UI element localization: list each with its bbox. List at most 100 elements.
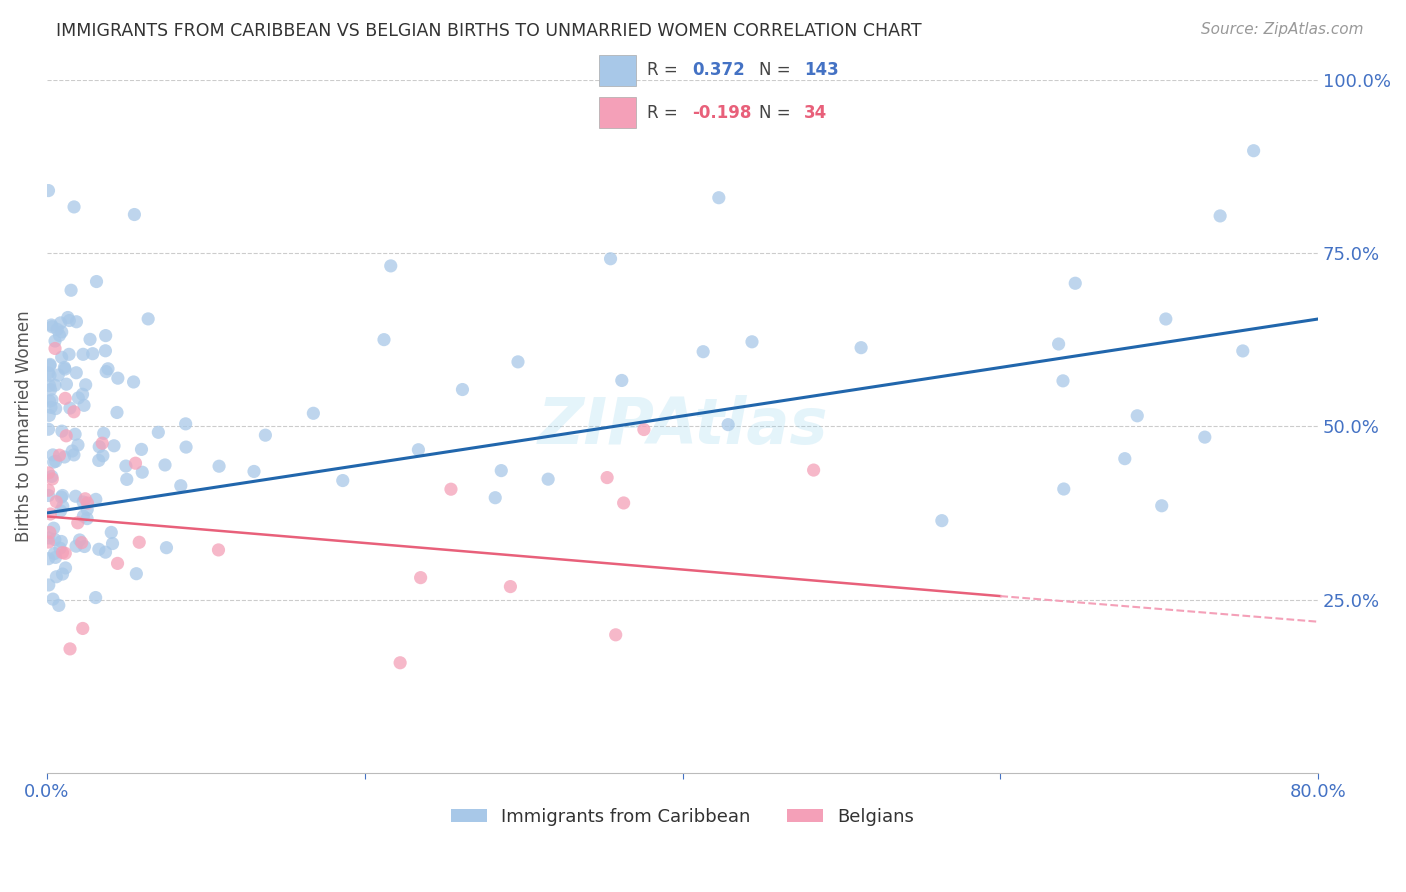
Point xyxy=(60,444,83,458)
Point xyxy=(58,347,80,361)
Point xyxy=(56,310,79,325)
Point xyxy=(41,319,63,334)
Point xyxy=(49,504,72,518)
Point xyxy=(849,341,872,355)
Point xyxy=(65,489,87,503)
Point xyxy=(75,491,97,506)
Point xyxy=(60,283,83,297)
Point xyxy=(53,546,76,560)
Point xyxy=(37,422,59,436)
Point xyxy=(38,525,60,540)
Point xyxy=(101,536,124,550)
Point xyxy=(51,351,73,365)
Point xyxy=(52,500,75,514)
Point xyxy=(105,405,128,419)
Point xyxy=(94,328,117,343)
Point xyxy=(63,405,86,419)
Point xyxy=(44,342,66,356)
Point xyxy=(170,479,193,493)
Point xyxy=(131,465,153,479)
Point xyxy=(76,511,98,525)
Point xyxy=(82,347,104,361)
Point xyxy=(73,540,96,554)
Point xyxy=(73,398,96,412)
Point xyxy=(53,392,76,406)
Point xyxy=(37,466,59,480)
Point xyxy=(1150,499,1173,513)
Point xyxy=(1064,277,1087,291)
Point xyxy=(42,448,65,462)
Point xyxy=(107,371,129,385)
Point xyxy=(44,547,66,561)
Point xyxy=(1047,337,1070,351)
Point xyxy=(332,474,354,488)
Point xyxy=(51,490,73,504)
Point xyxy=(63,427,86,442)
Point xyxy=(243,465,266,479)
Point xyxy=(79,332,101,346)
Text: IMMIGRANTS FROM CARIBBEAN VS BELGIAN BIRTHS TO UNMARRIED WOMEN CORRELATION CHART: IMMIGRANTS FROM CARIBBEAN VS BELGIAN BIR… xyxy=(56,22,922,40)
Point xyxy=(707,191,730,205)
Point xyxy=(128,535,150,549)
Point xyxy=(63,448,86,462)
Point xyxy=(1243,144,1265,158)
Point xyxy=(63,200,86,214)
Point xyxy=(72,387,94,401)
Point xyxy=(38,531,60,545)
Point xyxy=(153,458,176,472)
Point xyxy=(125,566,148,581)
Point xyxy=(1114,451,1136,466)
Point xyxy=(692,344,714,359)
Point xyxy=(49,541,72,556)
Point xyxy=(45,401,67,416)
Text: 34: 34 xyxy=(804,103,828,121)
Point xyxy=(66,438,89,452)
Point xyxy=(94,343,117,358)
Point xyxy=(389,656,412,670)
Point xyxy=(37,535,59,549)
Point xyxy=(122,375,145,389)
Point xyxy=(931,514,953,528)
Point xyxy=(302,406,325,420)
Text: 0.372: 0.372 xyxy=(692,62,745,79)
Point xyxy=(45,570,67,584)
Point xyxy=(37,488,59,502)
Text: R =: R = xyxy=(647,103,683,121)
Point xyxy=(115,472,138,486)
Point xyxy=(72,495,94,509)
Point xyxy=(86,275,108,289)
Point xyxy=(37,483,59,498)
Point xyxy=(75,377,97,392)
Point xyxy=(506,355,529,369)
Point xyxy=(84,492,107,507)
Point xyxy=(51,489,73,503)
Point xyxy=(610,374,633,388)
Point xyxy=(596,470,619,484)
Point xyxy=(65,366,87,380)
Point xyxy=(93,426,115,441)
Point xyxy=(39,507,62,521)
Point xyxy=(72,347,94,361)
Point xyxy=(484,491,506,505)
Point xyxy=(37,551,59,566)
Point xyxy=(131,442,153,457)
Point xyxy=(38,394,60,409)
Text: N =: N = xyxy=(759,103,796,121)
Point xyxy=(537,472,560,486)
Point xyxy=(100,525,122,540)
Bar xyxy=(599,97,636,128)
Point xyxy=(51,546,73,560)
Point xyxy=(409,571,432,585)
Point xyxy=(72,509,94,524)
Point xyxy=(1194,430,1216,444)
Point xyxy=(70,535,93,549)
Point xyxy=(69,533,91,547)
Point xyxy=(741,334,763,349)
Point xyxy=(174,417,197,431)
Legend: Immigrants from Caribbean, Belgians: Immigrants from Caribbean, Belgians xyxy=(443,800,921,833)
Point xyxy=(53,362,76,376)
Point xyxy=(1232,343,1254,358)
Point xyxy=(44,334,66,348)
Point xyxy=(42,592,65,607)
Bar xyxy=(599,55,636,86)
